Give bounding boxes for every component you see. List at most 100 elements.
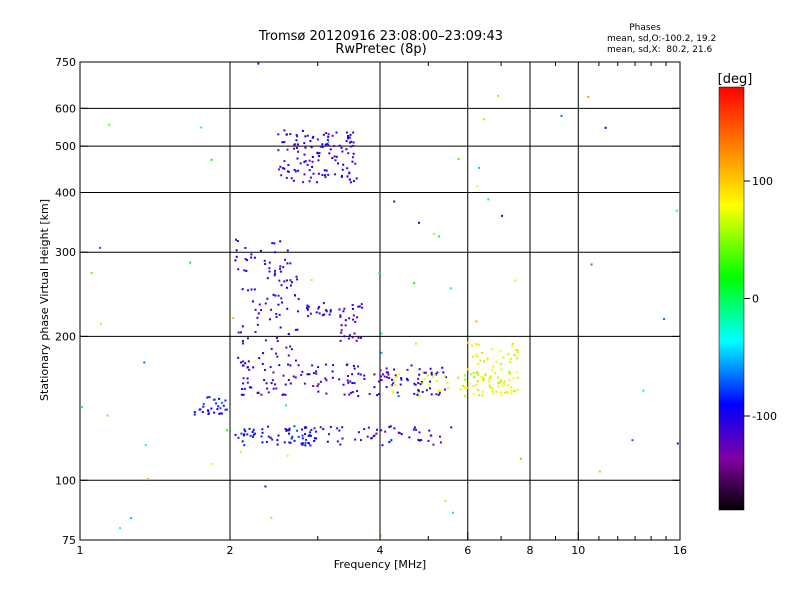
data-point <box>317 383 320 386</box>
data-point <box>357 431 360 434</box>
data-point <box>254 432 257 435</box>
data-point <box>598 470 601 473</box>
data-point <box>340 324 343 327</box>
data-point <box>311 165 314 168</box>
data-point <box>311 160 314 163</box>
data-point <box>359 439 362 442</box>
data-point <box>287 363 290 366</box>
data-point <box>418 439 421 442</box>
data-point <box>212 398 215 401</box>
data-point <box>489 386 492 389</box>
data-point <box>487 198 490 201</box>
data-point <box>363 377 366 380</box>
data-point <box>315 430 318 433</box>
data-point <box>457 376 460 379</box>
data-point <box>208 396 211 399</box>
data-point <box>256 323 259 326</box>
data-point <box>478 166 481 169</box>
data-point <box>326 138 329 141</box>
data-point <box>477 343 480 346</box>
data-point <box>323 313 326 316</box>
data-point <box>301 442 304 445</box>
data-point <box>417 438 420 441</box>
data-point <box>309 434 312 437</box>
data-point <box>438 435 441 438</box>
data-point <box>338 144 341 147</box>
data-point <box>258 357 261 360</box>
data-point <box>272 371 275 374</box>
data-point <box>327 433 330 436</box>
data-point <box>251 430 254 433</box>
data-point <box>316 138 319 141</box>
data-point <box>476 380 479 383</box>
data-point <box>288 429 291 432</box>
data-point <box>308 159 311 162</box>
data-point <box>234 433 237 436</box>
data-point <box>346 167 349 170</box>
data-point <box>237 356 240 359</box>
data-point <box>463 385 466 388</box>
data-point <box>311 155 314 158</box>
data-point <box>290 437 293 440</box>
data-point <box>253 256 256 259</box>
data-point <box>508 379 511 382</box>
data-point <box>285 346 288 349</box>
data-point <box>351 303 354 306</box>
data-point <box>276 443 279 446</box>
data-point <box>241 325 244 328</box>
data-point <box>258 303 261 306</box>
data-point <box>270 308 273 311</box>
data-point <box>324 174 327 177</box>
data-point <box>472 355 475 358</box>
data-point <box>286 454 289 457</box>
data-point <box>389 425 392 428</box>
data-point <box>225 408 228 411</box>
data-point <box>343 307 346 310</box>
data-point <box>357 305 360 308</box>
data-point <box>480 376 483 379</box>
data-point <box>306 307 309 310</box>
data-point <box>341 437 344 440</box>
data-point <box>348 317 351 320</box>
data-point <box>327 173 330 176</box>
data-point <box>393 427 396 430</box>
data-point <box>283 280 286 283</box>
data-point <box>414 383 417 386</box>
data-point <box>405 377 408 380</box>
data-point <box>276 439 279 442</box>
data-point <box>263 259 266 262</box>
chart-title: Tromsø 20120916 23:08:00–23:09:43 <box>258 29 503 44</box>
data-point <box>294 359 297 362</box>
data-point <box>381 373 384 376</box>
data-point <box>396 391 399 394</box>
data-point <box>295 146 298 149</box>
data-point <box>254 308 257 311</box>
data-point <box>497 94 500 97</box>
data-point <box>307 442 310 445</box>
data-point <box>267 391 270 394</box>
data-point <box>275 352 278 355</box>
data-point <box>380 378 383 381</box>
data-point <box>474 353 477 356</box>
data-point <box>417 382 420 385</box>
data-point <box>193 411 196 414</box>
data-point <box>502 382 505 385</box>
data-point <box>450 426 453 429</box>
data-point <box>341 168 344 171</box>
data-point <box>348 393 351 396</box>
data-point <box>437 393 440 396</box>
data-point <box>324 176 327 179</box>
data-point <box>295 139 298 142</box>
data-point <box>273 251 276 254</box>
data-point <box>260 393 263 396</box>
data-point <box>260 309 263 312</box>
data-point <box>311 364 314 367</box>
data-point <box>342 310 345 313</box>
data-point <box>476 355 479 358</box>
data-point <box>286 262 289 265</box>
data-point <box>301 434 304 437</box>
data-point <box>373 386 376 389</box>
data-point <box>516 388 519 391</box>
data-point <box>100 322 103 325</box>
data-point <box>313 427 316 430</box>
